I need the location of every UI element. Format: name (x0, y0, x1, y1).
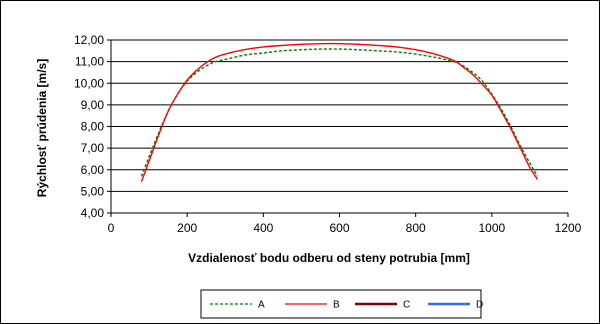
x-axis-label: Vzdialenosť bodu odberu od steny potrubi… (188, 251, 470, 265)
y-axis-label: Rýchlosť prúdenia [m/s] (35, 59, 49, 197)
y-tick-label: 7,00 (81, 141, 105, 155)
legend-label-a: A (258, 300, 265, 311)
y-tick-label: 6,00 (81, 163, 105, 177)
legend-label-c: C (403, 300, 410, 311)
y-tick-label: 8,00 (81, 120, 105, 134)
y-tick-label: 9,00 (81, 98, 105, 112)
x-tick-label: 800 (406, 221, 426, 235)
y-axis-ticks: 4,00 5,00 6,00 7,00 8,00 9,00 10,00 11,00 12,00 (74, 33, 111, 220)
series-layer (140, 42, 539, 182)
legend: A B C D (200, 289, 483, 319)
x-tick-label: 0 (108, 221, 115, 235)
y-tick-label: 11,00 (75, 55, 104, 69)
x-tick-label: 400 (253, 221, 273, 235)
series-line-b (140, 42, 539, 182)
x-tick-label: 200 (177, 221, 197, 235)
x-tick-label: 600 (329, 221, 349, 235)
legend-label-d: D (476, 300, 483, 311)
grid (110, 39, 568, 214)
x-tick-label: 1000 (478, 221, 505, 235)
legend-label-b: B (333, 300, 340, 311)
x-axis-ticks: 0 200 400 600 800 1000 1200 (108, 213, 582, 235)
x-tick-label: 1200 (555, 221, 582, 235)
y-tick-label: 5,00 (81, 184, 105, 198)
y-tick-label: 12,00 (74, 33, 104, 47)
series-line-a (140, 48, 539, 177)
y-tick-label: 4,00 (81, 206, 105, 220)
y-tick-label: 10,00 (74, 76, 104, 90)
